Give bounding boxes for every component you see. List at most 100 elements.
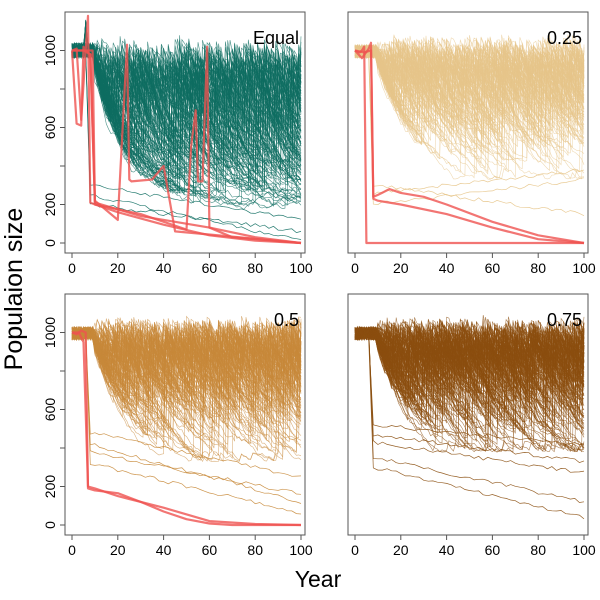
x-tick-label: 0 [68,260,76,276]
simulated-line [71,43,302,179]
x-tick-label: 0 [68,542,76,558]
highlight-line [354,49,585,245]
simulated-line [354,322,585,427]
decline-line [354,329,585,463]
simulated-line [71,328,302,413]
simulated-line [71,323,302,407]
plot-frame [347,293,589,536]
decline-line [71,329,302,495]
x-tick-label: 60 [202,260,218,276]
simulated-line [354,325,585,412]
decline-line [354,329,585,503]
simulated-line [354,322,585,450]
plot-frame [347,11,589,254]
highlight-line [71,43,302,245]
x-tick-label: 60 [485,260,501,276]
x-tick-label: 20 [393,260,409,276]
y-tick-label: 200 [42,475,58,499]
x-tick-label: 0 [351,542,359,558]
simulated-line [354,319,585,402]
y-tick-label: 0 [42,521,58,529]
simulated-line [71,321,302,406]
simulated-line [354,43,585,179]
simulated-line [354,325,585,420]
x-tick-label: 80 [530,542,546,558]
y-tick-label: 0 [42,239,58,247]
panel-label: 0.25 [547,28,582,48]
simulated-line [354,39,585,143]
simulated-line [71,326,302,438]
simulated-line [354,40,585,133]
series-bundle [354,34,585,245]
simulated-line [71,319,302,415]
x-axis-label: Year [295,566,342,592]
simulated-line [354,38,585,171]
simulated-line [71,327,302,433]
simulated-line [71,327,302,461]
y-tick-label: 200 [42,193,58,217]
simulated-line [71,41,302,173]
simulated-line [71,327,302,442]
simulated-line [71,318,302,442]
simulated-line [71,322,302,431]
x-tick-label: 60 [202,542,218,558]
panel-label: 0.75 [547,310,582,330]
simulated-line [354,329,585,401]
series-bundle [70,14,302,245]
simulated-line [71,321,302,415]
x-tick-label: 20 [110,260,126,276]
y-tick-label: 1000 [42,317,58,348]
simulated-line [71,319,302,408]
y-axis-label: Populaion size [0,208,28,371]
x-tick-label: 100 [572,542,596,558]
simulated-line [354,316,585,445]
x-tick-label: 60 [485,542,501,558]
simulated-line [354,323,585,449]
y-tick-label: 600 [42,116,58,140]
highlight-line [71,329,301,527]
decline-line [71,328,302,504]
simulated-line [71,319,302,394]
x-tick-label: 100 [572,260,596,276]
simulated-line [71,44,302,177]
simulated-line [354,326,585,449]
decline-line [354,51,585,217]
simulated-line [354,43,585,134]
simulated-line [354,38,585,134]
highlight-line [72,45,302,245]
simulated-line [354,42,585,170]
highlight-line [72,49,302,245]
plot-frame [64,11,306,254]
simulated-line [71,44,302,196]
simulated-line [71,326,302,462]
simulated-line [71,321,302,429]
decline-line [71,328,302,515]
decline-line [354,328,585,520]
series-bundle [354,315,585,520]
simulated-line [354,41,585,164]
simulated-line [354,326,585,451]
x-tick-label: 40 [156,542,172,558]
y-tick-label: 600 [42,398,58,422]
simulated-line [71,42,302,191]
simulated-line [354,318,585,452]
simulated-line [71,326,302,449]
x-tick-label: 40 [156,260,172,276]
series-bundle [71,315,302,527]
decline-line [354,334,585,446]
x-tick-label: 0 [351,260,359,276]
simulated-line [71,38,302,196]
simulated-line [71,322,302,414]
simulated-line [72,28,302,171]
x-tick-label: 20 [393,542,409,558]
simulated-line [71,26,302,177]
panel-0-75: 0 20 40 60 80 100 0.75 [347,293,596,558]
plot-frame [64,293,306,536]
simulated-line [71,320,302,463]
highlight-line [72,331,302,527]
simulated-line [354,45,585,145]
simulated-line [71,31,302,192]
